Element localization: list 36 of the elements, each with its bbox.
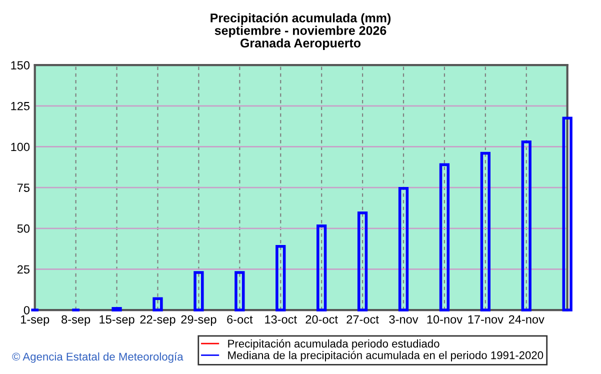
x-tick-label: 10-nov — [427, 315, 462, 324]
x-tick-label: 22-sep — [140, 315, 176, 326]
x-tick-label: 15-sep — [100, 315, 134, 326]
bar — [439, 163, 450, 312]
y-tick-label: 0 — [24, 306, 30, 314]
x-tick-label: 13-oct — [265, 315, 297, 324]
x-tick-label: 27-oct — [346, 315, 379, 324]
bar — [521, 140, 532, 312]
x-tick-label: 17-nov — [468, 315, 504, 324]
y-tick-label: 150 — [11, 61, 30, 70]
x-tick-label: 3-nov — [389, 315, 418, 324]
bar — [316, 224, 327, 312]
bar — [112, 307, 122, 312]
bar — [357, 211, 368, 312]
legend-label: Mediana de la precipitación acumulada en el periodo 1991-2020 — [228, 350, 544, 362]
x-tick-label: 20-oct — [306, 315, 338, 324]
bar — [562, 116, 572, 312]
y-tick-label: 75 — [17, 184, 30, 192]
y-tick-label: 125 — [11, 102, 30, 110]
bar — [152, 297, 163, 312]
legend-label: Precipitación acumulada periodo estudiado — [228, 339, 440, 350]
x-tick-label: 29-sep — [181, 315, 216, 326]
text: © Agencia Estatal de Meteorología — [12, 352, 184, 363]
x-tick-label: 1-sep — [20, 315, 50, 326]
bar — [234, 271, 245, 312]
bar — [194, 271, 204, 312]
y-tick-label: 100 — [11, 142, 30, 152]
bar — [480, 152, 490, 312]
chart-title: Precipitación acumulada (mm) septiembre - noviembre 2026 Granada Aeropuerto — [210, 13, 391, 50]
y-tick-label: 50 — [17, 224, 30, 233]
bar — [276, 244, 286, 312]
y-tick-label: 25 — [17, 265, 30, 274]
x-tick-label: 6-oct — [227, 315, 253, 324]
x-tick-label: 8-sep — [62, 315, 90, 326]
x-tick-label: 24-nov — [508, 315, 544, 324]
bar — [398, 186, 409, 312]
